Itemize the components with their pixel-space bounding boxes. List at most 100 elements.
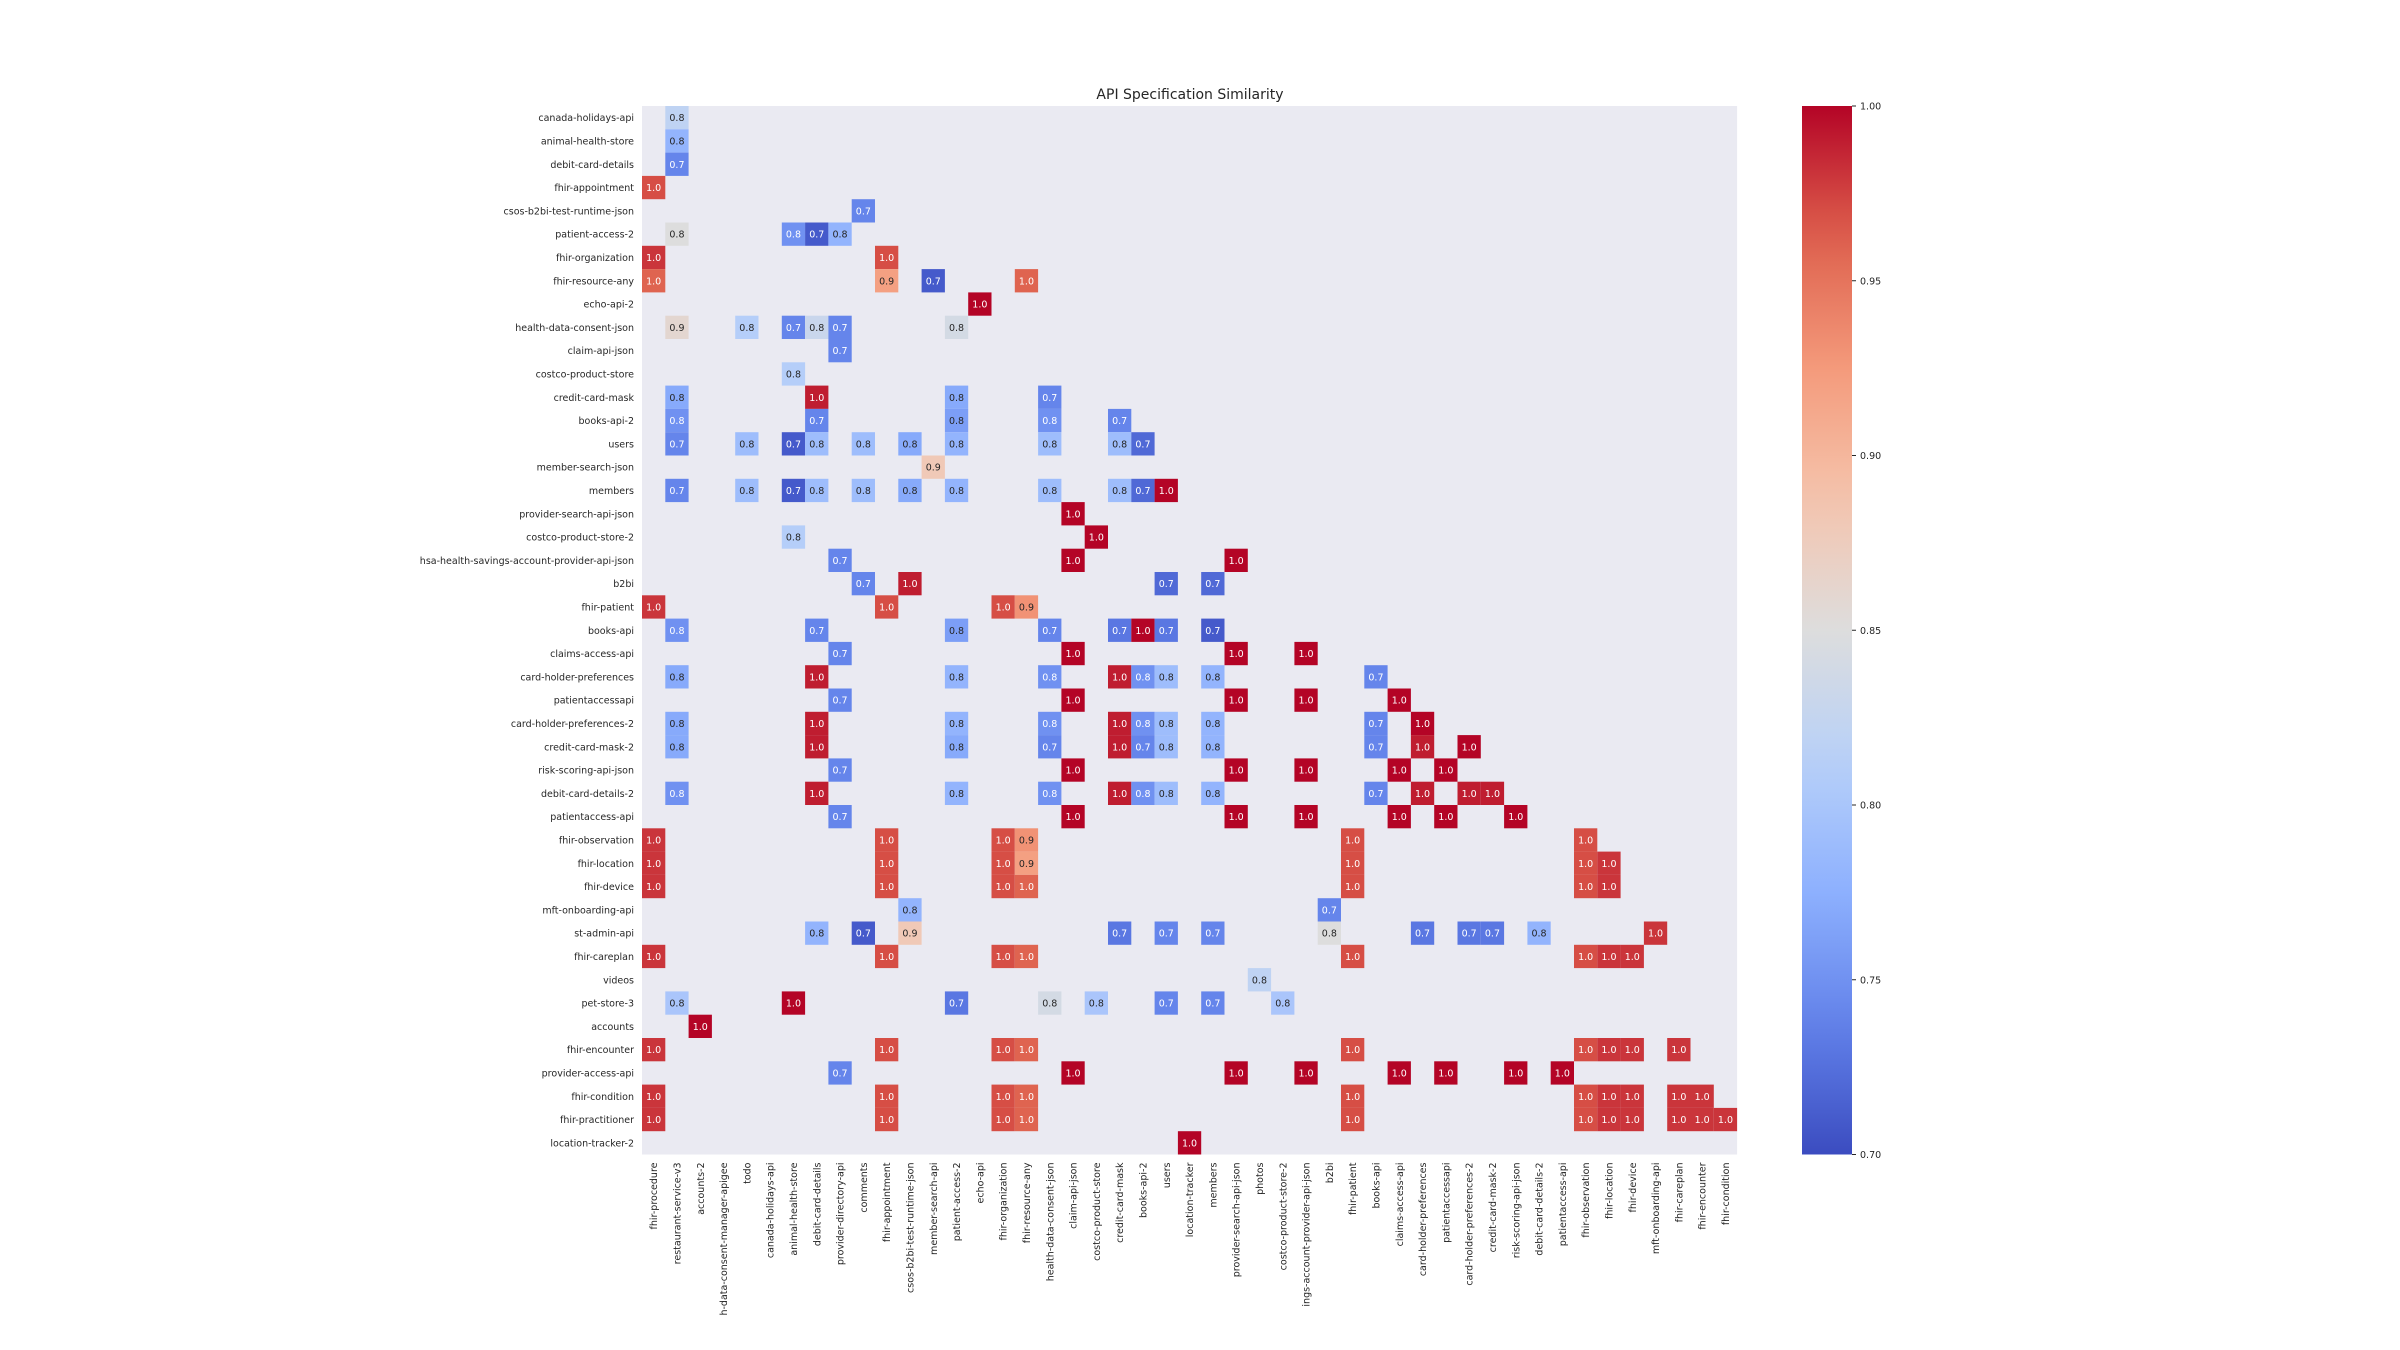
cell-value-label: 0.8 (949, 416, 964, 427)
heatmap-cell (781, 991, 806, 1015)
heatmap-cell (1154, 478, 1178, 503)
heatmap-cell (1480, 781, 1505, 805)
heatmap-cell (1574, 874, 1598, 899)
heatmap-cell (1271, 991, 1295, 1015)
cell-value-label: 1.0 (1601, 1092, 1616, 1103)
row-label: credit-card-mask (554, 393, 635, 404)
cell-value-label: 0.8 (1205, 672, 1220, 683)
heatmap-cell (944, 408, 969, 433)
heatmap-cell (1341, 1107, 1365, 1132)
column-label: fhir-observation (1581, 1163, 1592, 1238)
cell-value-label: 0.7 (1159, 999, 1174, 1010)
cell-value-label: 0.8 (669, 742, 684, 753)
cell-value-label: 1.0 (1065, 649, 1080, 660)
row-label: b2bi (613, 579, 634, 590)
cell-value-label: 1.0 (1019, 1045, 1034, 1056)
cell-value-label: 1.0 (1415, 742, 1430, 753)
cell-value-label: 0.8 (1159, 789, 1174, 800)
heatmap-cell (1014, 944, 1039, 969)
heatmap-cell (805, 385, 829, 409)
cell-value-label: 0.8 (1089, 999, 1104, 1010)
heatmap-cell (1574, 851, 1598, 875)
heatmap-cell (781, 222, 806, 246)
row-label: debit-card-details (550, 160, 634, 171)
column-label: ings-account-provider-api-json (1302, 1163, 1313, 1307)
cell-value-label: 0.8 (1322, 929, 1337, 940)
row-label: echo-api-2 (584, 300, 634, 311)
heatmap-cell (1690, 1107, 1714, 1132)
heatmap-cell (665, 152, 689, 176)
heatmap-cell (805, 711, 829, 736)
cell-value-label: 0.7 (832, 696, 847, 707)
heatmap-cell (1457, 781, 1481, 805)
cell-value-label: 0.8 (1042, 416, 1057, 427)
heatmap-cell (1597, 874, 1621, 899)
heatmap-cell (642, 175, 666, 200)
heatmap-cell (898, 898, 922, 922)
cell-value-label: 0.8 (1205, 742, 1220, 753)
column-label: todo (742, 1162, 753, 1184)
cell-value-label: 0.8 (1135, 719, 1150, 730)
cell-value-label: 1.0 (1019, 1092, 1034, 1103)
heatmap-cell (1387, 758, 1411, 782)
column-label: credit-card-mask (1115, 1162, 1126, 1243)
heatmap-cell (1387, 688, 1411, 712)
cell-value-label: 1.0 (902, 579, 917, 590)
heatmap-cell (1038, 618, 1062, 642)
heatmap-cell (1224, 1061, 1248, 1085)
cell-value-label: 0.7 (669, 160, 684, 171)
column-label: provider-directory-api (836, 1163, 847, 1266)
cell-value-label: 1.0 (879, 602, 894, 613)
heatmap-cell (875, 1107, 899, 1132)
heatmap-cell (1154, 711, 1178, 736)
column-label: card-holder-preferences-2 (1465, 1163, 1476, 1286)
cell-value-label: 0.8 (786, 369, 801, 380)
cell-value-label: 0.8 (949, 719, 964, 730)
heatmap-cell (1108, 711, 1132, 736)
row-label: claim-api-json (568, 346, 634, 357)
cell-value-label: 1.0 (1298, 1068, 1313, 1079)
heatmap-cell (1341, 1038, 1365, 1062)
column-label: card-holder-preferences (1418, 1162, 1429, 1276)
heatmap-cell (735, 478, 759, 503)
heatmap-cell (1201, 572, 1225, 596)
heatmap-cell (944, 991, 969, 1015)
cell-value-label: 0.7 (1368, 789, 1383, 800)
cell-value-label: 1.0 (1695, 1092, 1710, 1103)
heatmap-cell (1410, 921, 1435, 945)
heatmap-cell (665, 432, 689, 456)
column-label: member-search-api (929, 1163, 940, 1255)
column-label: echo-api (975, 1163, 986, 1204)
column-label: patientaccess-api (1558, 1163, 1569, 1247)
cell-value-label: 1.0 (1229, 766, 1244, 777)
heatmap-cell (1667, 1107, 1691, 1132)
heatmap-cell (665, 781, 689, 805)
heatmap-cell (1574, 1038, 1598, 1062)
cell-value-label: 0.8 (949, 323, 964, 334)
column-label: b2bi (1325, 1163, 1336, 1184)
heatmap-cell (805, 408, 829, 433)
cell-value-label: 1.0 (1438, 766, 1453, 777)
cell-value-label: 1.0 (809, 672, 824, 683)
cell-value-label: 0.7 (1135, 439, 1150, 450)
heatmap-cell (665, 735, 689, 759)
cell-value-label: 1.0 (1648, 929, 1663, 940)
column-label: patientaccessapi (1441, 1163, 1452, 1243)
cell-value-label: 1.0 (1462, 742, 1477, 753)
heatmap-cell (828, 1061, 852, 1085)
heatmap-cell (828, 548, 852, 572)
cell-value-label: 0.8 (1159, 742, 1174, 753)
heatmap-cell (1224, 548, 1248, 572)
cell-value-label: 0.8 (809, 929, 824, 940)
heatmap-cell (828, 641, 852, 666)
cell-value-label: 0.8 (669, 136, 684, 147)
heatmap-cell (875, 851, 899, 875)
cell-value-label: 1.0 (1415, 719, 1430, 730)
heatmap-cell (781, 362, 806, 386)
cell-value-label: 1.0 (1345, 882, 1360, 893)
cell-value-label: 1.0 (1345, 835, 1360, 846)
heatmap-cell (642, 1084, 666, 1108)
heatmap-cell (1457, 921, 1481, 945)
heatmap-cell (1341, 828, 1365, 852)
heatmap-cell (1014, 595, 1039, 619)
